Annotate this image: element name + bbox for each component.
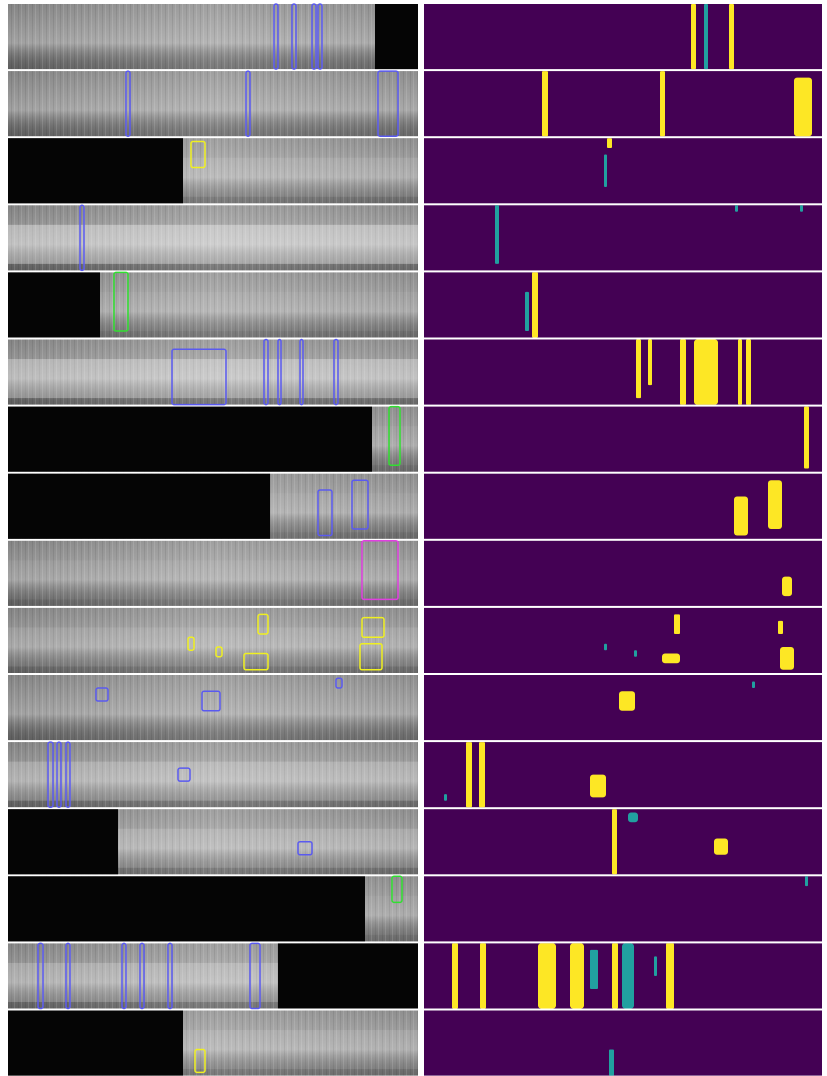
bright-area bbox=[8, 627, 418, 666]
mask-region bbox=[800, 205, 803, 212]
mask-region bbox=[570, 943, 584, 1008]
mask-region bbox=[782, 577, 792, 597]
mask-background bbox=[424, 272, 822, 337]
mask-region bbox=[794, 78, 812, 137]
black-region bbox=[8, 272, 100, 337]
mask-region bbox=[622, 943, 634, 1008]
mask-region bbox=[752, 682, 755, 689]
mask-region bbox=[479, 742, 485, 807]
mask-region bbox=[634, 650, 637, 657]
bright-area bbox=[8, 225, 418, 264]
mask-region bbox=[636, 340, 641, 399]
mask-region bbox=[590, 950, 598, 989]
page: (() => { const svg = document.getElement… bbox=[0, 0, 827, 1076]
mask-background bbox=[424, 809, 822, 874]
mask-region bbox=[609, 1050, 614, 1076]
mask-region bbox=[660, 71, 665, 136]
bright-area bbox=[8, 560, 418, 599]
mask-region bbox=[738, 340, 742, 405]
mask-background bbox=[424, 541, 822, 606]
black-region bbox=[8, 809, 118, 874]
mask-region bbox=[466, 742, 472, 807]
mask-region bbox=[662, 653, 680, 663]
mask-region bbox=[612, 943, 618, 1008]
mask-region bbox=[538, 943, 556, 1008]
mask-region bbox=[619, 691, 635, 711]
mask-background bbox=[424, 1011, 822, 1076]
mask-region bbox=[648, 340, 652, 386]
mask-region bbox=[628, 812, 638, 822]
black-region bbox=[375, 4, 418, 69]
mask-region bbox=[666, 943, 674, 1008]
mask-background bbox=[424, 340, 822, 405]
mask-region bbox=[778, 621, 783, 634]
mask-background bbox=[424, 71, 822, 136]
mask-region bbox=[480, 943, 486, 1008]
mask-region bbox=[590, 775, 606, 798]
mask-region bbox=[604, 644, 607, 651]
mask-region bbox=[674, 614, 680, 634]
mask-region bbox=[735, 205, 738, 212]
mask-region bbox=[729, 4, 734, 69]
mask-region bbox=[704, 4, 708, 69]
mask-background bbox=[424, 4, 822, 69]
mask-background bbox=[424, 876, 822, 941]
mask-region bbox=[768, 480, 782, 529]
mask-region bbox=[525, 292, 529, 331]
black-region bbox=[8, 138, 183, 203]
bright-area bbox=[8, 359, 418, 398]
steel-texture bbox=[8, 4, 418, 69]
black-region bbox=[278, 943, 418, 1008]
mask-region bbox=[542, 71, 548, 136]
black-region bbox=[8, 407, 372, 472]
mask-region bbox=[654, 956, 657, 976]
mask-region bbox=[734, 496, 748, 535]
mask-region bbox=[805, 876, 808, 886]
mask-region bbox=[746, 340, 751, 405]
black-region bbox=[8, 876, 365, 941]
mask-region bbox=[691, 4, 696, 69]
mask-region bbox=[444, 794, 447, 801]
mask-background bbox=[424, 474, 822, 539]
mask-region bbox=[495, 205, 499, 264]
mask-region bbox=[694, 340, 718, 405]
mask-region bbox=[680, 340, 686, 405]
mask-region bbox=[714, 838, 728, 854]
mask-region bbox=[452, 943, 458, 1008]
mask-region bbox=[607, 138, 612, 148]
mask-region bbox=[780, 647, 794, 670]
mask-background bbox=[424, 407, 822, 472]
black-region bbox=[8, 474, 270, 539]
image-grid bbox=[0, 0, 827, 1076]
black-region bbox=[8, 1011, 183, 1076]
mask-background bbox=[424, 138, 822, 203]
steel-texture bbox=[8, 71, 418, 136]
mask-background bbox=[424, 205, 822, 270]
mask-region bbox=[532, 272, 538, 337]
steel-texture bbox=[8, 675, 418, 740]
mask-region bbox=[604, 154, 607, 187]
mask-region bbox=[612, 809, 617, 874]
mask-region bbox=[804, 407, 809, 469]
mask-background bbox=[424, 608, 822, 673]
